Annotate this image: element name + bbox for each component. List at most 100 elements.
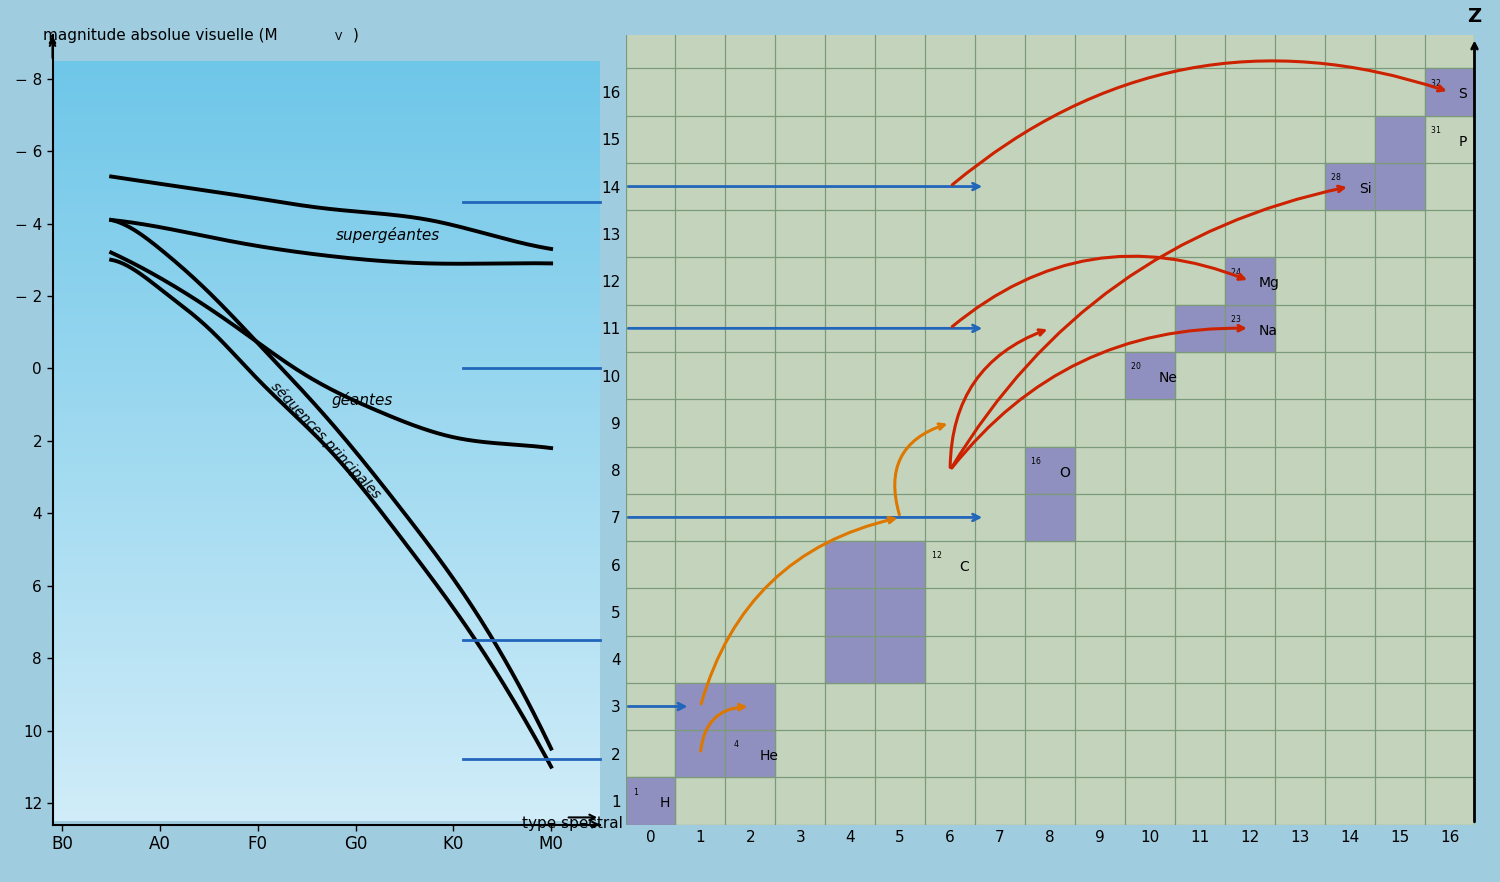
Bar bbox=[53, 430, 600, 433]
Text: Mg: Mg bbox=[1258, 276, 1280, 290]
Bar bbox=[53, 729, 600, 734]
Bar bbox=[53, 145, 600, 148]
Bar bbox=[53, 326, 600, 331]
Bar bbox=[53, 676, 600, 680]
Bar bbox=[53, 258, 600, 262]
Bar bbox=[53, 137, 600, 140]
Bar bbox=[53, 198, 600, 201]
Bar bbox=[53, 703, 600, 707]
Bar bbox=[675, 683, 726, 730]
Bar bbox=[53, 216, 600, 220]
Bar bbox=[53, 802, 600, 806]
Bar bbox=[1024, 446, 1075, 494]
Bar bbox=[53, 311, 600, 316]
Bar bbox=[53, 349, 600, 354]
Bar bbox=[53, 300, 600, 304]
Bar bbox=[53, 752, 600, 757]
Bar bbox=[53, 642, 600, 647]
Bar bbox=[53, 266, 600, 270]
Bar bbox=[53, 114, 600, 117]
Bar bbox=[675, 730, 726, 777]
Text: $^{28}$: $^{28}$ bbox=[1330, 173, 1341, 183]
Bar bbox=[53, 734, 600, 737]
Bar bbox=[53, 813, 600, 818]
Bar bbox=[53, 798, 600, 802]
Bar bbox=[53, 183, 600, 186]
Bar bbox=[53, 64, 600, 68]
Bar bbox=[53, 502, 600, 505]
Bar bbox=[1374, 163, 1425, 210]
Bar bbox=[53, 768, 600, 772]
Bar bbox=[53, 619, 600, 624]
Bar bbox=[53, 719, 600, 722]
Bar bbox=[53, 410, 600, 415]
Bar bbox=[53, 79, 600, 84]
Bar bbox=[1324, 163, 1374, 210]
Bar bbox=[53, 156, 600, 160]
Bar bbox=[53, 117, 600, 122]
Text: $^{31}$: $^{31}$ bbox=[1430, 126, 1442, 136]
Bar bbox=[53, 125, 600, 129]
Bar bbox=[825, 588, 874, 636]
Bar bbox=[53, 239, 600, 243]
Bar bbox=[1226, 304, 1275, 352]
Bar bbox=[53, 593, 600, 597]
Bar bbox=[53, 331, 600, 334]
Bar bbox=[53, 680, 600, 684]
Bar bbox=[53, 505, 600, 509]
Bar bbox=[53, 669, 600, 673]
Bar bbox=[53, 437, 600, 441]
Text: O: O bbox=[1059, 466, 1070, 480]
Bar bbox=[53, 415, 600, 418]
Bar bbox=[53, 597, 600, 601]
Bar bbox=[53, 635, 600, 639]
Bar bbox=[53, 102, 600, 106]
Bar bbox=[53, 250, 600, 255]
Bar bbox=[53, 380, 600, 384]
Bar bbox=[53, 84, 600, 87]
Bar bbox=[53, 392, 600, 395]
Bar bbox=[53, 464, 600, 467]
Text: Na: Na bbox=[1258, 324, 1278, 338]
Bar bbox=[53, 72, 600, 76]
Bar bbox=[1425, 69, 1474, 116]
Bar bbox=[53, 787, 600, 790]
Bar bbox=[825, 636, 874, 683]
Bar bbox=[53, 627, 600, 631]
Text: $^{4}$: $^{4}$ bbox=[734, 740, 740, 751]
Bar bbox=[53, 699, 600, 703]
Bar bbox=[53, 714, 600, 719]
Bar bbox=[53, 760, 600, 764]
Bar bbox=[1174, 304, 1225, 352]
Bar bbox=[53, 616, 600, 619]
Bar bbox=[53, 220, 600, 224]
Bar bbox=[53, 106, 600, 110]
Bar bbox=[53, 387, 600, 392]
Text: $^{23}$: $^{23}$ bbox=[1230, 315, 1242, 325]
Bar bbox=[53, 555, 600, 558]
Bar bbox=[53, 783, 600, 787]
Bar bbox=[53, 357, 600, 361]
Bar bbox=[53, 548, 600, 551]
Bar bbox=[53, 497, 600, 502]
Bar bbox=[53, 87, 600, 91]
Bar bbox=[53, 757, 600, 760]
Bar bbox=[53, 452, 600, 456]
Bar bbox=[53, 775, 600, 779]
Bar bbox=[53, 304, 600, 308]
Bar bbox=[53, 384, 600, 387]
Bar bbox=[1024, 494, 1075, 541]
Bar bbox=[53, 277, 600, 281]
Bar bbox=[53, 601, 600, 604]
Bar bbox=[53, 779, 600, 783]
Bar bbox=[53, 281, 600, 285]
Bar bbox=[53, 171, 600, 175]
Bar bbox=[53, 460, 600, 464]
Bar bbox=[53, 790, 600, 795]
Bar bbox=[53, 650, 600, 654]
Bar bbox=[53, 540, 600, 543]
Bar bbox=[53, 407, 600, 410]
Bar bbox=[53, 167, 600, 171]
Bar bbox=[53, 448, 600, 452]
Bar bbox=[53, 772, 600, 775]
